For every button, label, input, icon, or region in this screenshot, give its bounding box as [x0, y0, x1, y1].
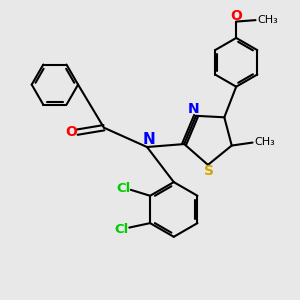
- Text: CH₃: CH₃: [254, 137, 275, 147]
- Text: Cl: Cl: [115, 224, 129, 236]
- Text: S: S: [204, 164, 214, 178]
- Text: Cl: Cl: [116, 182, 130, 195]
- Text: N: N: [188, 102, 200, 116]
- Text: CH₃: CH₃: [257, 15, 278, 25]
- Text: O: O: [65, 125, 77, 139]
- Text: O: O: [230, 9, 242, 23]
- Text: N: N: [142, 132, 155, 147]
